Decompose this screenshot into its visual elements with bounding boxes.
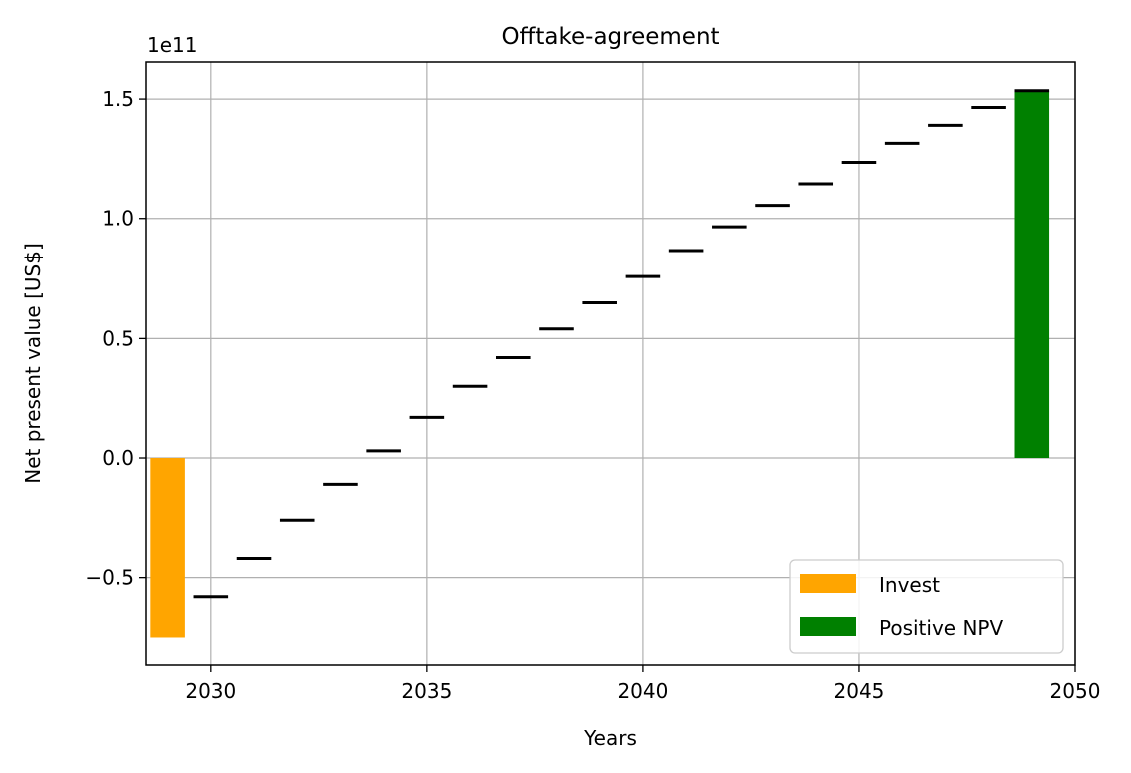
legend-swatch <box>800 617 856 636</box>
x-tick-label: 2045 <box>834 679 885 703</box>
x-tick-label: 2035 <box>401 679 452 703</box>
cumulative-npv-steps <box>193 89 1050 599</box>
bars <box>150 90 1050 638</box>
bar-positive-npv <box>1014 90 1050 459</box>
plot-frame <box>145 61 1076 666</box>
legend-frame <box>789 559 1064 654</box>
legend: Invest Positive NPV <box>789 559 1064 654</box>
legend-label: Invest <box>879 573 940 597</box>
bar-invest <box>150 458 185 638</box>
x-tick-label: 2040 <box>617 679 668 703</box>
y-tick-label: −0.5 <box>85 566 134 590</box>
ticks: 2030 2035 2040 2045 2050 −0.5 0.0 0.5 1.0 1.5 <box>85 87 1100 703</box>
y-offset-label: 1e11 <box>147 33 197 57</box>
x-axis-label: Years <box>583 726 637 750</box>
y-tick-label: 1.0 <box>102 207 134 231</box>
legend-label: Positive NPV <box>879 616 1003 640</box>
x-tick-label: 2050 <box>1050 679 1101 703</box>
chart-title: Offtake-agreement <box>501 24 719 50</box>
legend-swatch <box>800 574 856 593</box>
y-tick-label: 1.5 <box>102 87 134 111</box>
x-tick-label: 2030 <box>185 679 236 703</box>
y-tick-label: 0.5 <box>102 326 134 350</box>
y-tick-label: 0.0 <box>102 446 134 470</box>
y-axis-label: Net present value [US$] <box>21 243 45 484</box>
